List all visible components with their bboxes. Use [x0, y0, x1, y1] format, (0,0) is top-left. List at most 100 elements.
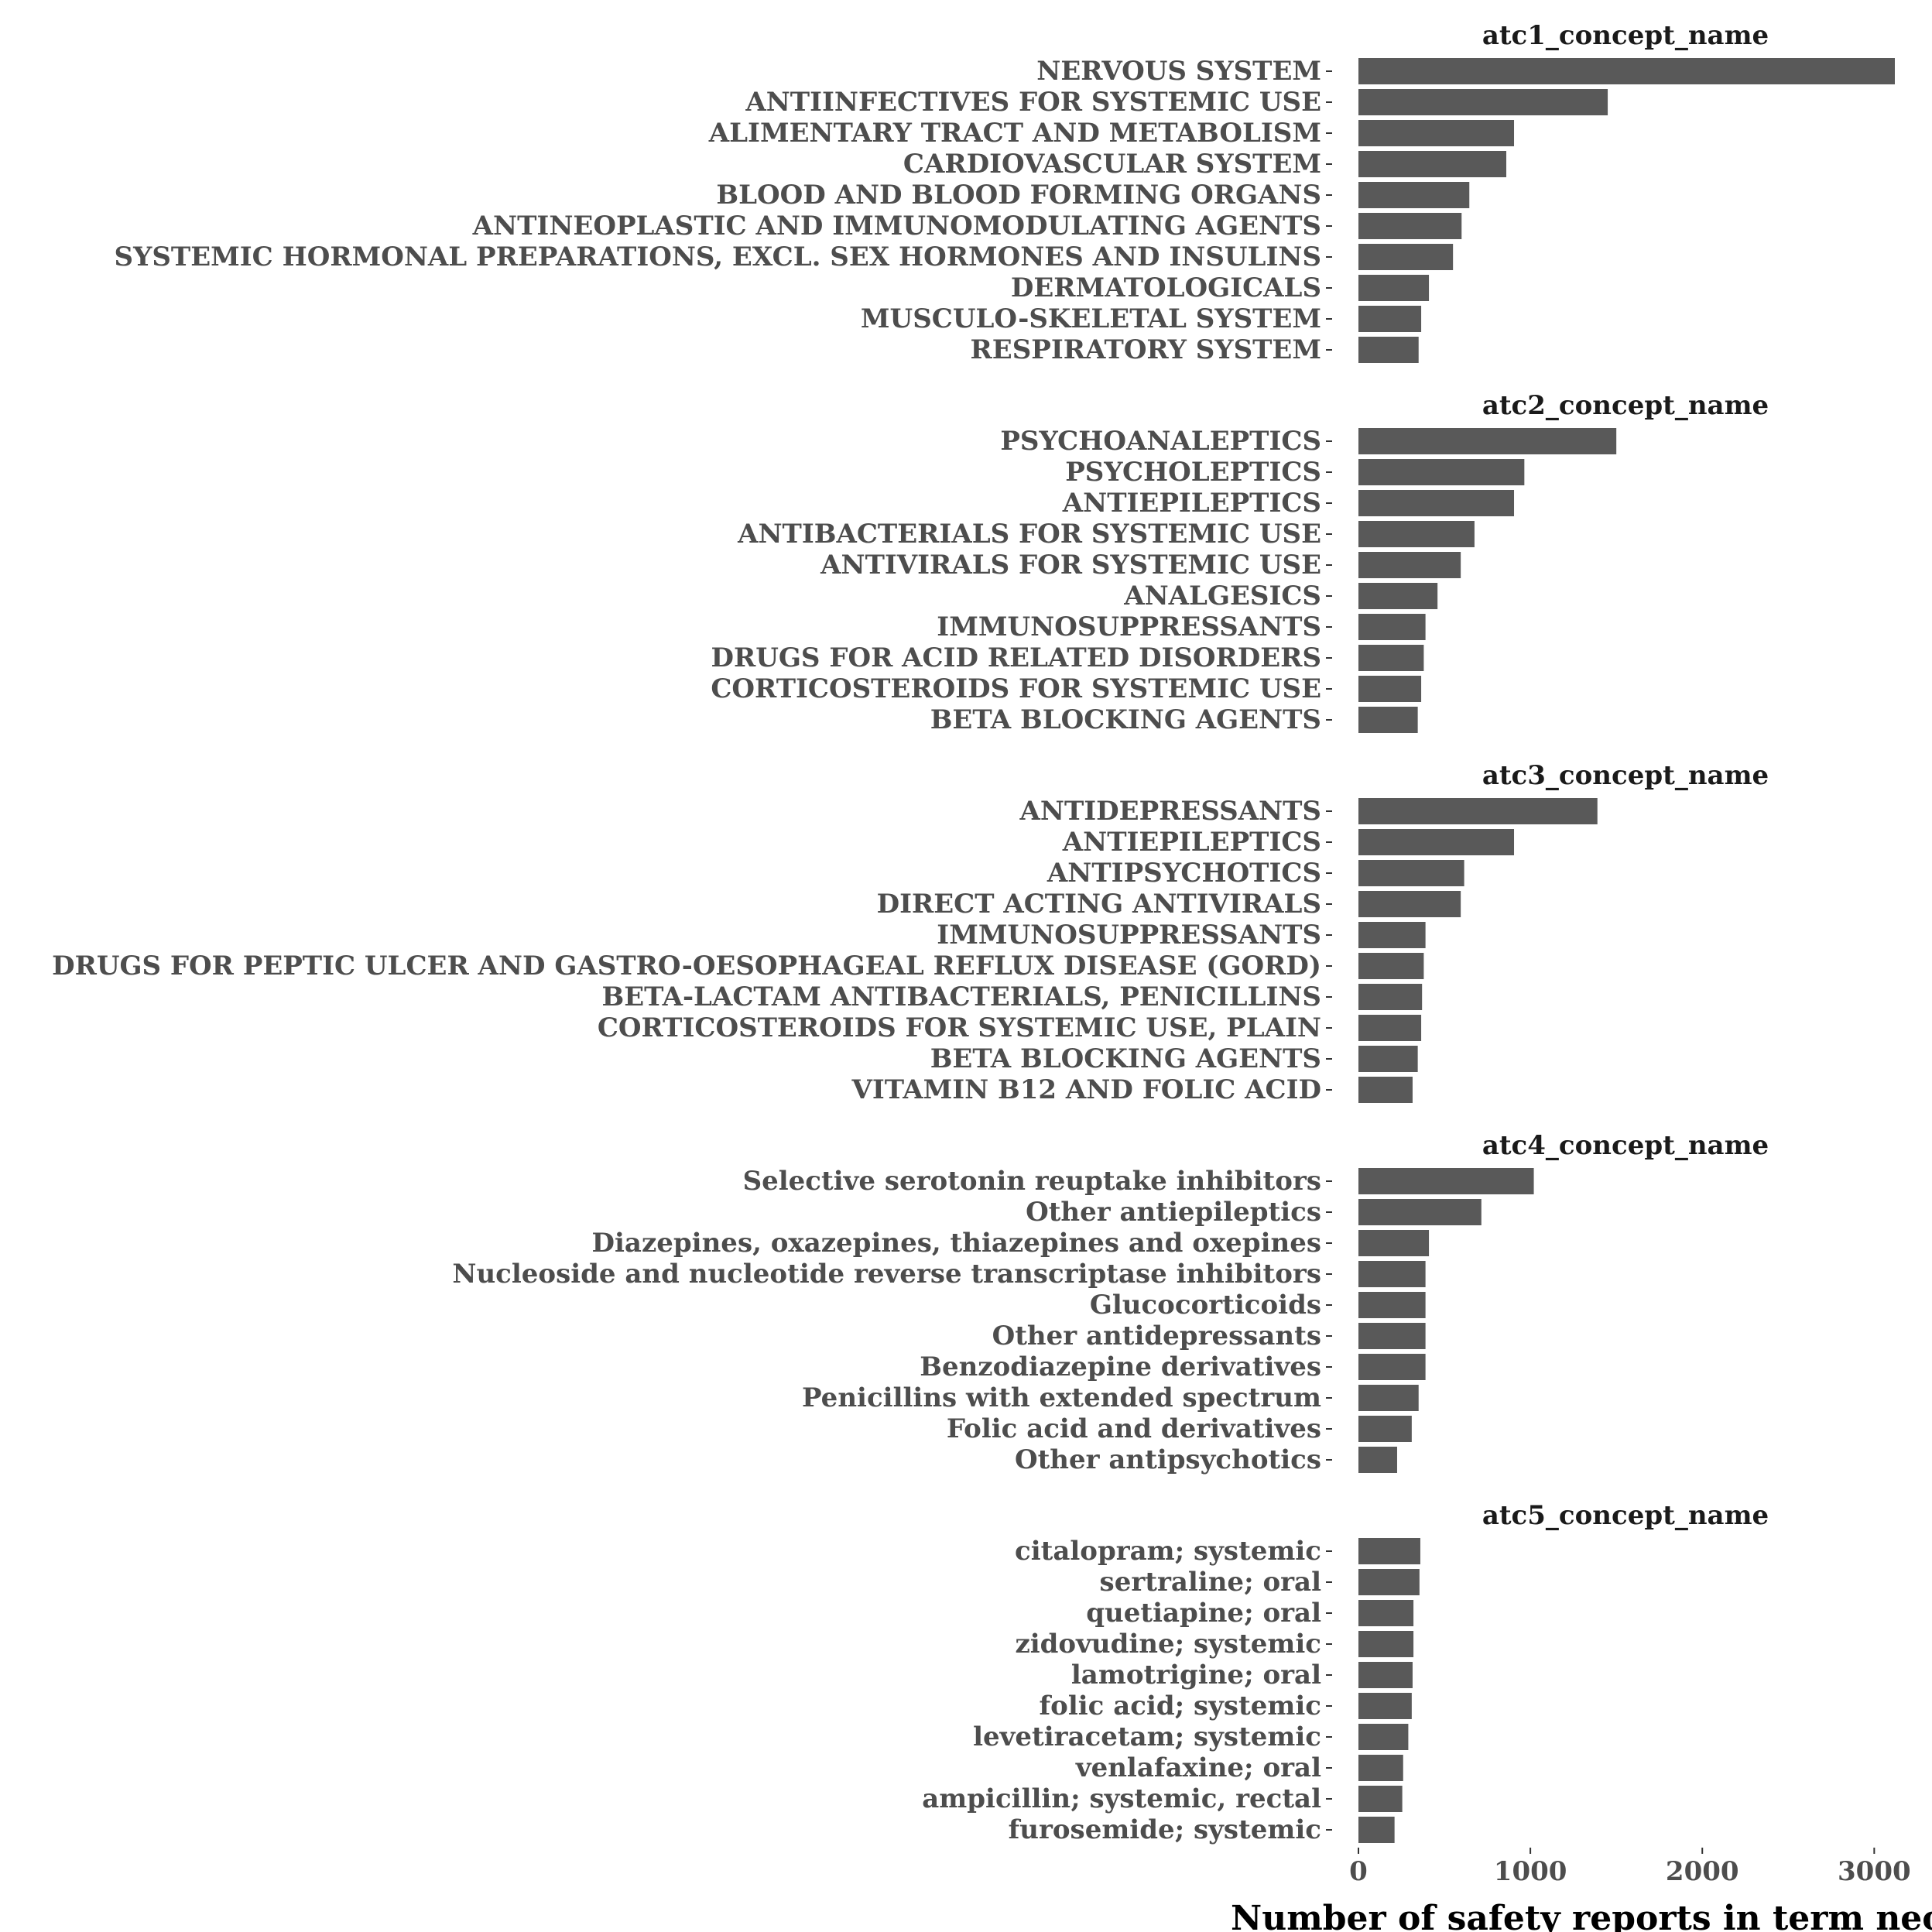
- facet-panel: atc4_concept_name Selective serotonin reu…: [452, 1130, 1769, 1475]
- bar: [1358, 1199, 1482, 1225]
- x-axis-title: Number of safety reports in term neor: [1231, 1899, 1932, 1932]
- x-tick-label: 3000: [1838, 1856, 1911, 1887]
- bar: [1358, 798, 1598, 824]
- bar: [1358, 953, 1424, 979]
- bar: [1358, 1230, 1430, 1256]
- bar: [1358, 1569, 1420, 1595]
- bar: [1358, 490, 1515, 516]
- bar: [1358, 645, 1424, 671]
- x-tick-label: 1000: [1494, 1856, 1567, 1887]
- bar: [1358, 583, 1438, 609]
- bar: [1358, 428, 1617, 454]
- bar: [1358, 1600, 1414, 1626]
- bar: [1358, 1817, 1395, 1843]
- category-label: DIRECT ACTING ANTIVIRALS: [877, 889, 1321, 920]
- bar: [1358, 337, 1419, 363]
- bar: [1358, 860, 1464, 886]
- facet-panel: atc5_concept_name citalopram; systemicser…: [922, 1500, 1769, 1845]
- category-label: IMMUNOSUPPRESSANTS: [937, 920, 1321, 951]
- bar: [1358, 829, 1515, 855]
- category-label: Benzodiazepine derivatives: [920, 1351, 1321, 1382]
- category-label: Other antiepileptics: [1026, 1197, 1321, 1228]
- bar: [1358, 1416, 1412, 1442]
- category-label: sertraline; oral: [1100, 1567, 1322, 1598]
- bar: [1358, 614, 1426, 640]
- category-label: NERVOUS SYSTEM: [1036, 56, 1321, 87]
- x-axis: 0 1000 2000 3000: [1349, 1848, 1911, 1887]
- category-label: BETA-LACTAM ANTIBACTERIALS, PENICILLINS: [601, 981, 1321, 1012]
- bar: [1358, 58, 1895, 84]
- category-label: ANTIDEPRESSANTS: [1019, 796, 1321, 827]
- bar: [1358, 306, 1422, 332]
- bar: [1358, 1385, 1419, 1411]
- bar: [1358, 1261, 1426, 1287]
- category-label: Other antipsychotics: [1015, 1444, 1321, 1475]
- category-label: Selective serotonin reuptake inhibitors: [743, 1166, 1321, 1197]
- bar: [1358, 1354, 1426, 1380]
- category-label: ampicillin; systemic, rectal: [922, 1783, 1321, 1814]
- category-label: RESPIRATORY SYSTEM: [971, 334, 1321, 365]
- bar: [1358, 182, 1470, 208]
- bar: [1358, 1323, 1426, 1349]
- category-label: ANTINEOPLASTIC AND IMMUNOMODULATING AGEN…: [472, 211, 1321, 242]
- bar: [1358, 521, 1475, 547]
- category-label: MUSCULO-SKELETAL SYSTEM: [861, 303, 1321, 334]
- facet-strip-title: atc1_concept_name: [1482, 20, 1769, 51]
- panels-layer: atc1_concept_name NERVOUS SYSTEMANTIINFEC…: [52, 20, 1895, 1845]
- category-label: CARDIOVASCULAR SYSTEM: [903, 149, 1321, 180]
- category-label: citalopram; systemic: [1015, 1536, 1321, 1567]
- category-label: ANTIEPILEPTICS: [1062, 488, 1321, 519]
- bar: [1358, 459, 1525, 485]
- facet-panel: atc2_concept_name PSYCHOANALEPTICSPSYCHOL…: [711, 390, 1769, 735]
- category-label: venlafaxine; oral: [1075, 1752, 1321, 1783]
- category-label: Glucocorticoids: [1090, 1290, 1321, 1321]
- bar: [1358, 1015, 1422, 1041]
- category-label: DERMATOLOGICALS: [1011, 272, 1321, 303]
- facet-strip-title: atc4_concept_name: [1482, 1130, 1769, 1161]
- category-label: folic acid; systemic: [1040, 1690, 1321, 1721]
- category-label: VITAMIN B12 AND FOLIC ACID: [851, 1074, 1321, 1105]
- category-label: quetiapine; oral: [1086, 1598, 1321, 1629]
- facet-strip-title: atc5_concept_name: [1482, 1500, 1769, 1531]
- category-label: zidovudine; systemic: [1015, 1629, 1321, 1660]
- facet-panel: atc1_concept_name NERVOUS SYSTEMANTIINFEC…: [115, 20, 1895, 365]
- bar: [1358, 120, 1515, 146]
- category-label: Nucleoside and nucleotide reverse transc…: [452, 1259, 1321, 1290]
- facet-panel: atc3_concept_name ANTIDEPRESSANTSANTIEPIL…: [52, 760, 1769, 1105]
- category-label: SYSTEMIC HORMONAL PREPARATIONS, EXCL. SE…: [115, 242, 1321, 272]
- facet-strip-title: atc2_concept_name: [1482, 390, 1769, 421]
- bar: [1358, 1786, 1403, 1812]
- bar: [1358, 1046, 1418, 1072]
- bar: [1358, 1724, 1409, 1750]
- category-label: Penicillins with extended spectrum: [802, 1382, 1321, 1413]
- category-label: ANTIEPILEPTICS: [1062, 827, 1321, 858]
- category-label: ANTIVIRALS FOR SYSTEMIC USE: [820, 550, 1321, 581]
- category-label: DRUGS FOR PEPTIC ULCER AND GASTRO-OESOPH…: [52, 951, 1321, 981]
- bar: [1358, 1755, 1403, 1781]
- facet-strip-title: atc3_concept_name: [1482, 760, 1769, 791]
- bar: [1358, 552, 1461, 578]
- category-label: PSYCHOLEPTICS: [1065, 457, 1321, 488]
- category-label: Diazepines, oxazepines, thiazepines and …: [592, 1228, 1321, 1259]
- bar: [1358, 707, 1418, 733]
- bar: [1358, 1168, 1534, 1194]
- bar: [1358, 1292, 1426, 1318]
- category-label: ANTIINFECTIVES FOR SYSTEMIC USE: [745, 87, 1321, 118]
- bar: [1358, 984, 1423, 1010]
- bar: [1358, 89, 1608, 115]
- bar: [1358, 1538, 1420, 1564]
- category-label: PSYCHOANALEPTICS: [1000, 426, 1321, 457]
- category-label: ANTIBACTERIALS FOR SYSTEMIC USE: [737, 519, 1321, 550]
- bar: [1358, 1631, 1414, 1657]
- category-label: Other antidepressants: [992, 1321, 1321, 1351]
- bar: [1358, 1693, 1412, 1719]
- x-tick-label: 0: [1349, 1856, 1368, 1887]
- bar: [1358, 151, 1507, 177]
- bar: [1358, 1662, 1413, 1688]
- bar: [1358, 922, 1426, 948]
- category-label: ANTIPSYCHOTICS: [1046, 858, 1321, 889]
- bar: [1358, 275, 1430, 301]
- bar: [1358, 244, 1454, 270]
- x-tick-label: 2000: [1666, 1856, 1739, 1887]
